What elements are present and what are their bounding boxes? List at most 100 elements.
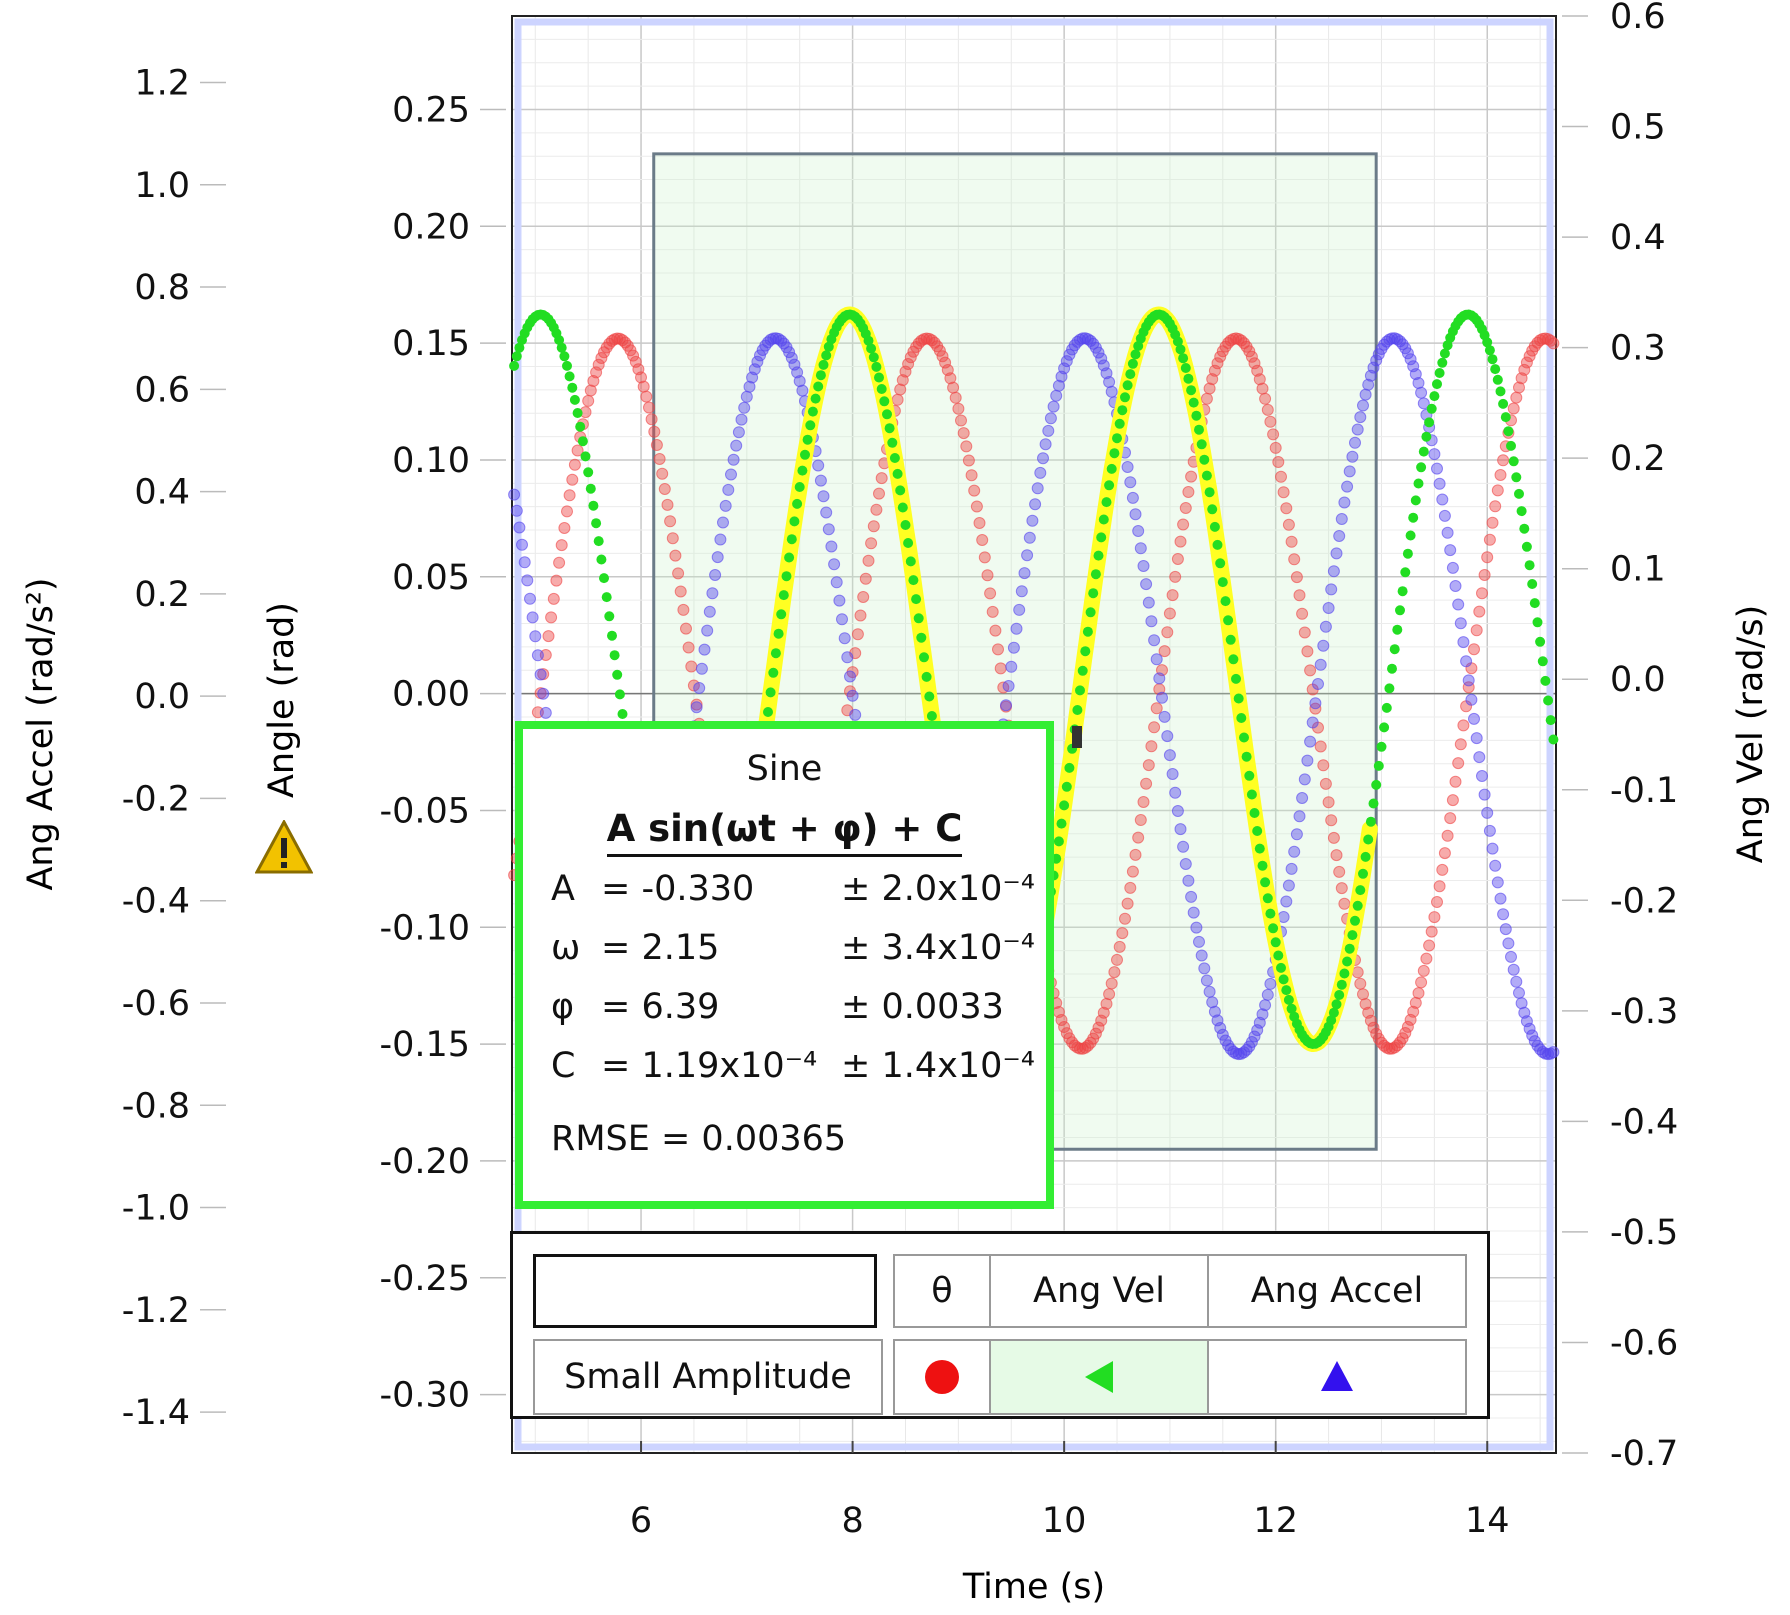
data-point bbox=[1096, 532, 1107, 543]
data-point bbox=[1191, 410, 1202, 421]
data-point bbox=[1158, 645, 1171, 658]
vel-tick-label: -0.6 bbox=[1610, 1323, 1678, 1363]
data-point bbox=[1050, 389, 1063, 402]
data-point bbox=[1494, 469, 1507, 481]
data-point bbox=[1150, 702, 1163, 715]
data-point bbox=[857, 591, 870, 603]
data-point bbox=[900, 520, 911, 530]
data-point bbox=[1169, 786, 1182, 799]
data-point bbox=[1021, 549, 1034, 562]
accel-tick-label: 0.6 bbox=[134, 370, 190, 410]
legend-marker-ang-accel[interactable] bbox=[1207, 1339, 1467, 1415]
data-point bbox=[732, 426, 745, 439]
data-point bbox=[1111, 953, 1123, 966]
data-point bbox=[1384, 683, 1395, 694]
data-point bbox=[939, 356, 952, 369]
data-point bbox=[529, 630, 542, 643]
data-point bbox=[1290, 571, 1303, 584]
data-point bbox=[1100, 997, 1113, 1010]
data-point bbox=[992, 643, 1004, 656]
data-point bbox=[1433, 477, 1446, 490]
data-point bbox=[1457, 636, 1470, 649]
data-point bbox=[1228, 654, 1239, 665]
data-point bbox=[584, 384, 597, 397]
data-point bbox=[1408, 512, 1419, 523]
data-point bbox=[1503, 426, 1514, 437]
legend-run-name[interactable]: Small Amplitude bbox=[533, 1339, 883, 1415]
data-point bbox=[596, 554, 607, 565]
accel-tick-label: 0.0 bbox=[134, 677, 190, 717]
data-point bbox=[1264, 415, 1277, 428]
data-point bbox=[978, 551, 991, 564]
data-point bbox=[669, 549, 682, 562]
data-point bbox=[1166, 589, 1179, 602]
data-point bbox=[1148, 721, 1161, 734]
data-point bbox=[1402, 548, 1413, 559]
data-point bbox=[1089, 1027, 1102, 1040]
data-point bbox=[1082, 626, 1093, 637]
data-point bbox=[1401, 347, 1414, 360]
data-point bbox=[865, 537, 878, 550]
plot-frame bbox=[511, 15, 1557, 1454]
legend-marker-angle[interactable] bbox=[893, 1339, 991, 1415]
x-tick-label: 10 bbox=[1042, 1501, 1087, 1541]
data-point bbox=[1187, 906, 1200, 919]
angle-tick-label: -0.25 bbox=[379, 1259, 470, 1299]
data-point bbox=[653, 453, 666, 465]
fit-formula: A sin(ωt + φ) + C bbox=[523, 807, 1046, 857]
data-point bbox=[1489, 500, 1502, 513]
data-point bbox=[640, 390, 653, 403]
data-point bbox=[1426, 403, 1437, 414]
data-point bbox=[516, 538, 528, 551]
data-point bbox=[1462, 674, 1475, 687]
x-tick-label: 12 bbox=[1253, 1501, 1298, 1541]
data-point bbox=[765, 687, 776, 698]
data-point bbox=[1524, 560, 1535, 571]
data-point bbox=[1236, 713, 1247, 723]
data-point bbox=[1389, 644, 1400, 655]
data-point bbox=[1270, 937, 1281, 948]
curve-fit-box[interactable]: Sine A sin(ωt + φ) + C A = -0.330 ± 2.0x1… bbox=[515, 721, 1054, 1209]
vel-tick-label: 0.3 bbox=[1610, 329, 1666, 369]
data-point bbox=[817, 490, 830, 503]
data-point bbox=[1437, 357, 1448, 368]
data-point bbox=[1423, 939, 1436, 952]
angle-tick-label: -0.30 bbox=[379, 1376, 470, 1416]
data-point bbox=[863, 335, 874, 346]
legend-marker-ang-vel[interactable] bbox=[989, 1339, 1209, 1415]
data-point bbox=[1126, 491, 1139, 504]
legend-header-ang-vel[interactable]: Ang Vel bbox=[989, 1254, 1209, 1328]
data-point bbox=[1215, 558, 1226, 569]
data-point bbox=[1397, 586, 1408, 597]
data-point bbox=[797, 465, 808, 476]
data-point bbox=[1241, 751, 1252, 762]
data-point bbox=[1039, 438, 1052, 451]
data-point bbox=[1436, 863, 1449, 876]
data-point bbox=[637, 380, 650, 393]
data-point bbox=[1206, 996, 1219, 1009]
data-point bbox=[1520, 1015, 1533, 1028]
data-point bbox=[511, 351, 522, 362]
data-point bbox=[1148, 634, 1161, 647]
vel-tick-label: 0.5 bbox=[1610, 108, 1666, 148]
data-point bbox=[818, 359, 829, 370]
data-point bbox=[1470, 624, 1483, 637]
warning-icon[interactable] bbox=[255, 820, 313, 874]
data-point bbox=[510, 504, 523, 517]
data-point bbox=[727, 453, 740, 466]
data-point bbox=[1112, 433, 1122, 444]
data-point bbox=[1064, 762, 1075, 773]
data-point bbox=[1198, 962, 1211, 975]
data-point bbox=[1438, 509, 1451, 522]
data-point bbox=[526, 611, 539, 624]
legend-header-ang-accel[interactable]: Ang Accel bbox=[1207, 1254, 1467, 1328]
accel-tick-label: 1.0 bbox=[134, 166, 190, 206]
x-tick-label: 14 bbox=[1465, 1501, 1510, 1541]
legend-header-angle[interactable]: θ bbox=[893, 1254, 991, 1328]
data-point bbox=[1245, 350, 1258, 363]
data-point bbox=[1029, 498, 1042, 511]
data-point bbox=[1058, 362, 1071, 375]
data-point bbox=[1186, 385, 1197, 396]
data-point bbox=[514, 342, 525, 353]
data-point bbox=[1282, 518, 1295, 531]
